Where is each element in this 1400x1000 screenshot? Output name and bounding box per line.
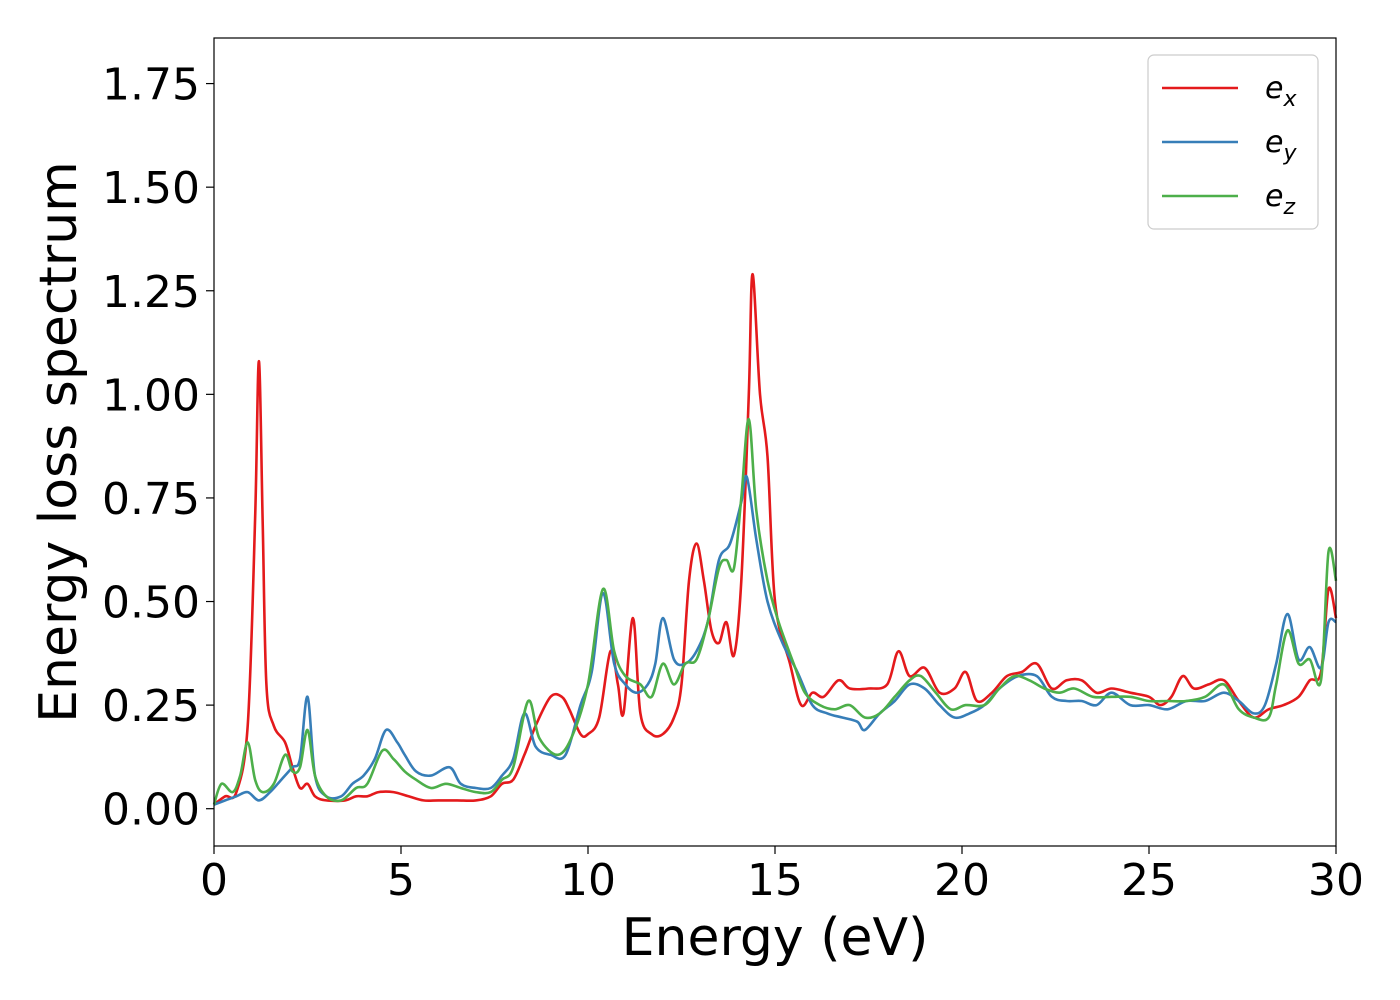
y-tick-label: 0.00 [102, 785, 200, 836]
series-line-e-x [213, 272, 1338, 806]
y-tick-label: 1.00 [102, 370, 200, 421]
x-tick-label: 20 [934, 855, 990, 906]
x-axis: 0 5 10 15 20 25 30 [200, 846, 1364, 906]
series-line-e-y [213, 474, 1337, 806]
plot-lines [212, 272, 1338, 806]
legend-label-e-z: ez [1265, 179, 1295, 220]
y-tick-label: 0.75 [102, 474, 200, 525]
y-axis-title: Energy loss spectrum [29, 161, 89, 723]
x-tick-label: 10 [560, 855, 616, 906]
x-axis-title: Energy (eV) [622, 908, 929, 968]
x-tick-label: 15 [747, 855, 803, 906]
x-tick-label: 30 [1308, 855, 1364, 906]
x-tick-label: 0 [200, 855, 228, 906]
x-tick-label: 25 [1121, 855, 1177, 906]
legend-label-e-x: ex [1265, 71, 1297, 112]
legend: ex ey ez [1147, 54, 1319, 230]
y-tick-label: 1.50 [102, 163, 200, 214]
y-tick-label: 1.25 [102, 267, 200, 318]
x-tick-label: 5 [387, 855, 415, 906]
y-tick-label: 0.25 [102, 681, 200, 732]
y-axis: 0.00 0.25 0.50 0.75 1.00 1.25 1.50 1.75 [102, 60, 214, 836]
y-tick-label: 0.50 [102, 578, 200, 629]
series-line-e-z [212, 417, 1338, 806]
y-tick-label: 1.75 [102, 60, 200, 111]
legend-label-e-y: ey [1265, 125, 1297, 166]
